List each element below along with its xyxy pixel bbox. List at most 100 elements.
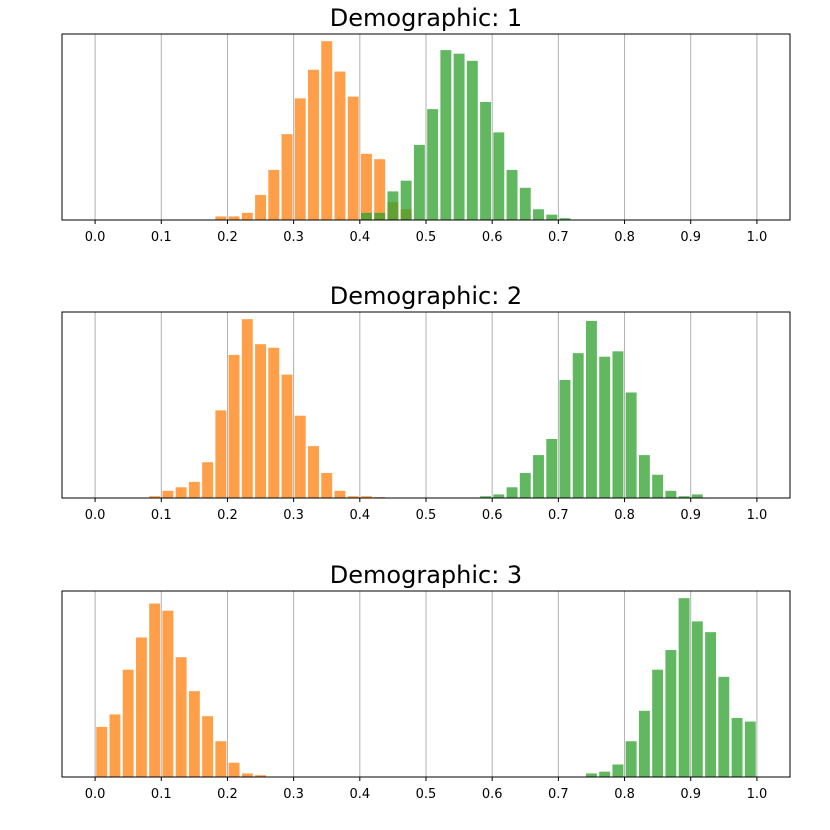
- histogram-bar: [96, 726, 108, 777]
- x-tick-label: 0.6: [482, 230, 503, 245]
- histogram-bar: [241, 773, 253, 777]
- x-tick-label: 0.2: [217, 787, 238, 802]
- histogram-bar: [705, 632, 717, 777]
- histogram-bar: [255, 775, 267, 777]
- x-tick-label: 0.2: [217, 230, 238, 245]
- x-tick-label: 0.3: [283, 230, 304, 245]
- histogram-bar: [149, 496, 161, 498]
- histogram-bar: [281, 134, 293, 220]
- histogram-bar: [546, 438, 558, 498]
- histogram-bar: [678, 496, 690, 498]
- histogram-bar: [533, 209, 544, 220]
- x-tick-label: 0.8: [614, 787, 635, 802]
- x-tick-label: 0.4: [349, 787, 370, 802]
- histogram-bar: [533, 455, 544, 498]
- histogram-bar: [665, 490, 677, 498]
- x-tick-label: 0.0: [85, 787, 106, 802]
- histogram-bar: [466, 60, 478, 221]
- histogram-bar: [731, 717, 743, 777]
- histogram-bar: [519, 187, 531, 220]
- histogram-bar: [480, 496, 492, 498]
- histogram-bar: [334, 71, 346, 220]
- x-tick-label: 0.4: [349, 508, 370, 523]
- histogram-bar: [572, 353, 584, 498]
- histogram-bar: [228, 216, 240, 220]
- histogram-bar: [268, 169, 280, 220]
- x-tick-label: 0.1: [151, 787, 172, 802]
- x-tick-label: 0.9: [680, 508, 701, 523]
- x-tick-label: 0.0: [85, 508, 106, 523]
- histogram-bar: [360, 153, 372, 220]
- x-tick-label: 0.0: [85, 230, 106, 245]
- histogram-bar: [334, 490, 346, 498]
- histogram-bar: [440, 50, 452, 220]
- histogram-bar: [665, 650, 677, 777]
- histogram-bar: [109, 714, 121, 777]
- histogram-bar: [400, 180, 412, 220]
- histogram-bar: [625, 741, 637, 777]
- x-tick-label: 0.7: [548, 508, 569, 523]
- histogram-bar: [360, 212, 372, 220]
- histogram-bar: [506, 169, 518, 220]
- histogram-bar: [347, 496, 359, 498]
- histogram-bar: [652, 669, 664, 777]
- histogram-bar: [188, 691, 200, 777]
- x-tick-label: 0.1: [151, 508, 172, 523]
- histogram-bar: [493, 132, 505, 220]
- histogram-bar: [612, 764, 624, 777]
- x-tick-label: 0.2: [217, 508, 238, 523]
- histogram-bar: [149, 603, 161, 777]
- histogram-bar: [241, 319, 253, 498]
- chart-title: Demographic: 1: [330, 4, 522, 32]
- histogram-bar: [360, 496, 372, 498]
- histogram-bar: [308, 446, 319, 498]
- histogram-bar: [135, 637, 147, 777]
- histogram-bar: [585, 320, 597, 498]
- x-tick-label: 0.5: [416, 787, 437, 802]
- histogram-bar: [559, 379, 571, 498]
- chart-panel-3: Demographic: 3 0.0 0.1 0.2 0.3 0.4 0.5 0.6 0.7 0.…: [61, 561, 791, 802]
- x-tick-label: 0.7: [548, 787, 569, 802]
- histogram-bar: [691, 494, 703, 498]
- histogram-bar: [744, 721, 756, 777]
- histogram-bar: [228, 354, 240, 498]
- chart-panel-1: Demographic: 1 0.0 0.1 0.2 0.3 0.4 0.5 0.6 0.7 0.…: [61, 4, 791, 245]
- histogram-bar: [321, 41, 333, 221]
- x-tick-label: 0.3: [283, 508, 304, 523]
- histogram-bar: [652, 474, 664, 498]
- histogram-bar: [228, 762, 240, 777]
- histogram-bar: [374, 212, 386, 220]
- histogram-bar: [175, 487, 187, 498]
- histogram-bar: [519, 472, 531, 498]
- histogram-bar: [480, 101, 492, 220]
- histogram-bar: [638, 710, 650, 777]
- x-tick-label: 0.5: [416, 230, 437, 245]
- histogram-bar: [162, 610, 174, 777]
- histogram-bar: [308, 69, 319, 221]
- histogram-bar: [188, 481, 200, 498]
- histogram-bar: [599, 356, 611, 498]
- histogram-bar: [599, 771, 611, 777]
- chart-panel-2: Demographic: 2 0.0 0.1 0.2 0.3 0.4 0.5 0.6 0.7 0.…: [61, 282, 791, 523]
- histogram-bar: [215, 410, 227, 498]
- x-tick-label: 0.6: [482, 787, 503, 802]
- histogram-bar: [506, 487, 518, 498]
- x-tick-label: 0.8: [614, 230, 635, 245]
- histogram-bar: [374, 159, 386, 220]
- x-tick-label: 0.7: [548, 230, 569, 245]
- histogram-bar: [281, 374, 293, 498]
- histogram-bar: [241, 212, 253, 220]
- histogram-bar: [387, 191, 399, 220]
- histogram-bar: [255, 344, 267, 498]
- histogram-bar: [559, 218, 571, 220]
- histogram-bar: [215, 741, 227, 777]
- histogram-bar: [493, 494, 505, 498]
- x-tick-label: 0.3: [283, 787, 304, 802]
- chart-title: Demographic: 3: [330, 561, 522, 589]
- histogram-bar: [638, 455, 650, 498]
- x-tick-label: 0.9: [680, 787, 701, 802]
- histogram-bar: [718, 676, 730, 777]
- histogram-bar: [453, 53, 465, 220]
- histogram-bar: [321, 472, 333, 498]
